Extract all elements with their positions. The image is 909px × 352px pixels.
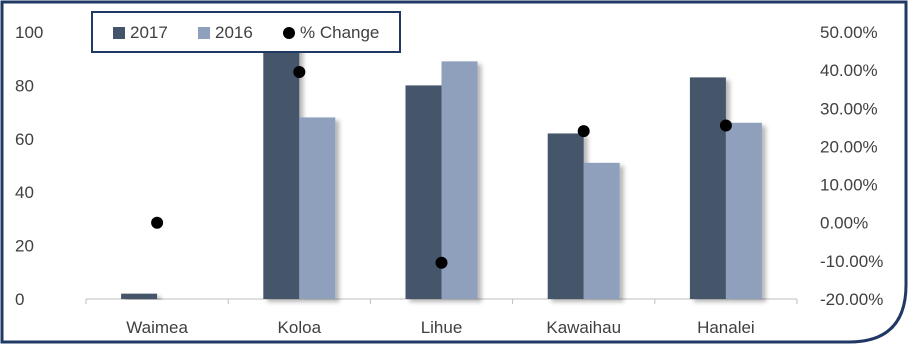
y-axis-tick-label: 100 xyxy=(15,23,43,42)
bar-2017 xyxy=(405,85,442,300)
legend-label: % Change xyxy=(300,23,379,42)
label-layer: 0 20 40 60 80 100 -20.00% -10.00% 0.00% 10.00% 20.… xyxy=(15,23,883,337)
y2-axis-tick-label: 50.00% xyxy=(820,23,878,42)
x-axis-category-label: Waimea xyxy=(126,318,188,337)
y-axis-tick-label: 80 xyxy=(15,76,34,95)
y2-axis-tick-label: 0.00% xyxy=(820,214,868,233)
point-layer xyxy=(151,66,732,269)
y-axis-tick-label: 60 xyxy=(15,130,34,149)
bar-layer xyxy=(121,45,762,300)
legend-swatch xyxy=(113,27,125,39)
bar-2016 xyxy=(725,122,762,299)
y-axis-tick-label: 20 xyxy=(15,237,34,256)
chart-border xyxy=(0,0,908,344)
bar-2016 xyxy=(441,61,478,300)
x-axis-category-label: Lihue xyxy=(421,318,463,337)
percent-change-point xyxy=(293,66,306,79)
legend-label: 2017 xyxy=(130,23,168,42)
x-axis-category-label: Kawaihau xyxy=(546,318,621,337)
legend-marker-circle xyxy=(283,27,295,39)
percent-change-point xyxy=(435,256,448,269)
bar-2017 xyxy=(547,133,584,299)
bar-2017 xyxy=(121,293,158,299)
y-axis-tick-label: 0 xyxy=(15,290,24,309)
bar-2017 xyxy=(263,45,300,299)
x-axis-category-label: Hanalei xyxy=(697,318,755,337)
percent-change-point xyxy=(719,119,732,132)
legend: 2017 2016 % Change xyxy=(91,11,401,53)
percent-change-point xyxy=(577,125,590,138)
legend-label: 2016 xyxy=(215,23,253,42)
y2-axis-tick-label: -20.00% xyxy=(820,290,883,309)
y2-axis-tick-label: 20.00% xyxy=(820,137,878,156)
x-axis-category-label: Koloa xyxy=(278,318,322,337)
legend-box xyxy=(91,11,401,53)
y2-axis-tick-label: 30.00% xyxy=(820,99,878,118)
bar-2017 xyxy=(689,77,726,299)
percent-change-point xyxy=(151,216,164,229)
y2-axis-tick-label: 40.00% xyxy=(820,61,878,80)
bar-2016 xyxy=(299,117,336,299)
legend-swatch xyxy=(198,27,210,39)
y2-axis-tick-label: -10.00% xyxy=(820,252,883,271)
y2-axis-tick-label: 10.00% xyxy=(820,176,878,195)
axis-layer xyxy=(85,298,798,304)
y-axis-tick-label: 40 xyxy=(15,183,34,202)
bar-2016 xyxy=(583,162,620,299)
